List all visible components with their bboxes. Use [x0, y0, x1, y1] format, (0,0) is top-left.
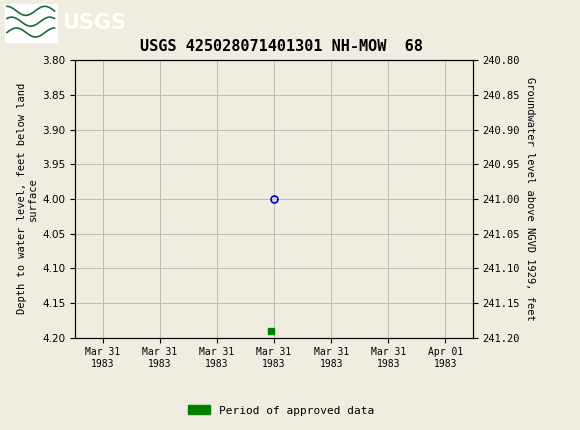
FancyBboxPatch shape: [5, 3, 57, 42]
Text: USGS 425028071401301 NH-MOW  68: USGS 425028071401301 NH-MOW 68: [140, 39, 423, 54]
Legend: Period of approved data: Period of approved data: [184, 401, 379, 420]
Text: USGS: USGS: [62, 12, 126, 33]
Y-axis label: Groundwater level above NGVD 1929, feet: Groundwater level above NGVD 1929, feet: [525, 77, 535, 321]
Y-axis label: Depth to water level, feet below land
surface: Depth to water level, feet below land su…: [17, 83, 38, 314]
